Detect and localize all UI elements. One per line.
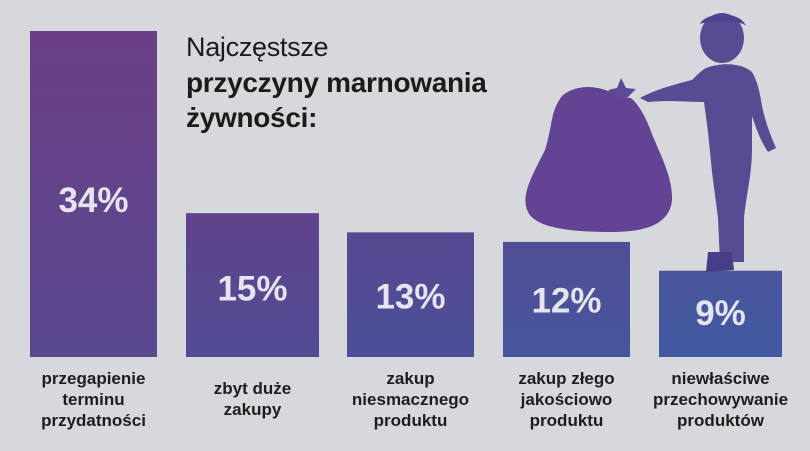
category-label-1-line-3: przydatności <box>41 411 146 430</box>
category-label-3-line-1: zakup <box>386 369 434 388</box>
category-label-2-line-2: zakupy <box>224 400 282 419</box>
bar-1 <box>30 31 157 357</box>
bar-value-label-3: 13% <box>375 278 445 317</box>
category-label-2-line-1: zbyt duże <box>214 379 291 398</box>
bar-value-label-4: 12% <box>531 282 601 321</box>
bar-5 <box>659 270 782 357</box>
title-line-1: Najczęstsze <box>186 32 329 62</box>
category-label-5-line-3: produktów <box>677 411 765 430</box>
bar-value-label-5: 9% <box>695 294 746 333</box>
category-label-5-line-2: przechowywanie <box>653 390 788 409</box>
bar-value-label-1: 34% <box>58 181 128 220</box>
category-label-4-line-2: jakościowo <box>520 390 613 409</box>
chart-title: Najczęstsze przyczyny marnowania żywnośc… <box>186 30 487 135</box>
category-label-4-line-1: zakup złego <box>518 369 614 388</box>
person-with-garbage-bag-icon <box>525 13 776 272</box>
bar-3 <box>347 232 474 357</box>
bars-group: 34% przegapienie terminu przydatności 15% zby… <box>30 31 788 430</box>
category-label-1-line-2: terminu <box>62 390 124 409</box>
bar-2 <box>186 213 319 357</box>
bar-4 <box>503 241 630 357</box>
category-label-3-line-2: niesmacznego <box>352 390 469 409</box>
category-label-3-line-3: produktu <box>374 411 448 430</box>
bar-value-label-2: 15% <box>217 270 287 309</box>
bag-knot-icon <box>608 78 636 98</box>
category-label-5-line-1: niewłaściwe <box>671 369 769 388</box>
category-label-4-line-3: produktu <box>530 411 604 430</box>
person-icon <box>640 13 776 272</box>
garbage-bag-icon <box>525 87 673 232</box>
title-line-2: przyczyny marnowania <box>186 67 487 98</box>
category-label-1-line-1: przegapienie <box>42 369 146 388</box>
title-line-3: żywności: <box>186 102 318 133</box>
